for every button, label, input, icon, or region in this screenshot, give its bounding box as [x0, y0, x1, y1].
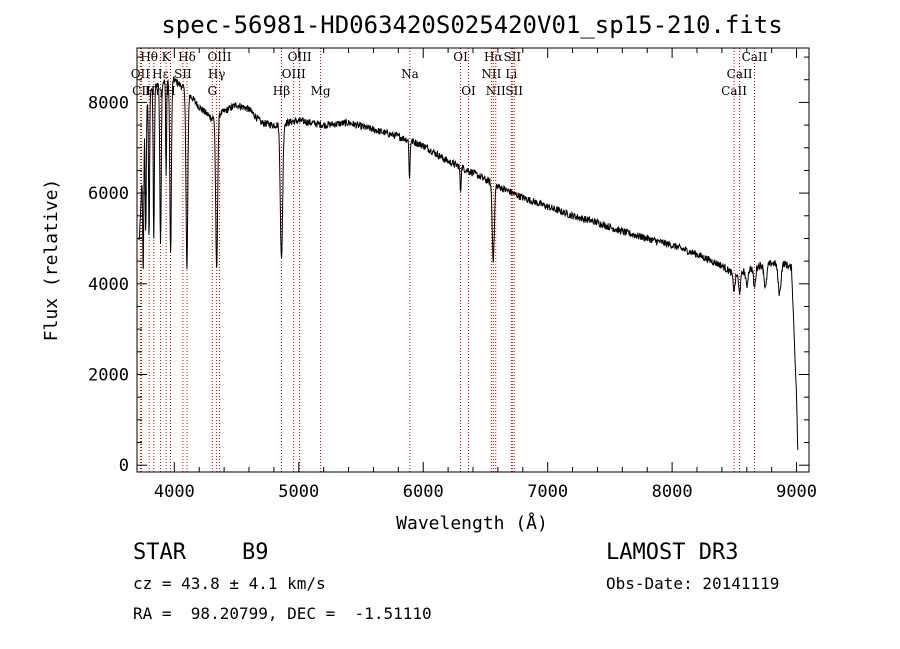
line-marker-label: Hβ — [273, 84, 290, 98]
x-tick-label: 8000 — [652, 482, 693, 502]
line-marker-label: Hη — [145, 84, 163, 98]
line-marker-label: K — [162, 50, 172, 64]
redshift-readout: cz = 43.8 ± 4.1 km/s — [133, 574, 326, 593]
line-marker-label: Hγ — [208, 67, 226, 81]
line-marker-label: Hθ — [140, 50, 158, 64]
line-marker-label: OIII — [207, 50, 231, 64]
x-tick-label: 4000 — [154, 482, 195, 502]
line-marker-label: Mg — [311, 84, 331, 98]
line-marker-label: NII — [486, 84, 506, 98]
y-tick-label: 4000 — [88, 275, 129, 295]
x-axis-label: Wavelength (Å) — [396, 512, 548, 534]
line-marker-label: Hα — [484, 50, 503, 64]
spectrum-line — [138, 76, 799, 451]
line-marker-label: Hε — [152, 67, 169, 81]
x-tick-label: 6000 — [403, 482, 444, 502]
line-marker-label: G — [207, 84, 217, 98]
line-marker-label: SII — [503, 50, 521, 64]
line-marker-label: Na — [401, 67, 419, 81]
obs-date: Obs-Date: 20141119 — [606, 574, 779, 593]
subclass: B9 — [242, 540, 269, 565]
line-marker-label: OII — [131, 67, 151, 81]
line-marker-label: CaII — [742, 50, 768, 64]
y-tick-label: 6000 — [88, 184, 129, 204]
line-marker-label: Hδ — [178, 50, 196, 64]
y-tick-label: 8000 — [88, 93, 129, 113]
line-marker-label: OI — [461, 84, 476, 98]
line-marker-label: H — [165, 84, 175, 98]
line-marker-label: CaII — [721, 84, 747, 98]
x-tick-label: 5000 — [278, 482, 319, 502]
x-tick-label: 7000 — [527, 482, 568, 502]
survey-name: LAMOST DR3 — [606, 540, 738, 565]
y-axis: 0 2000 4000 6000 8000 — [88, 56, 809, 476]
line-marker-label: NII — [481, 67, 501, 81]
line-marker-label: OI — [453, 50, 468, 64]
line-marker-label: CaII — [727, 67, 753, 81]
line-marker-label: SII — [505, 84, 523, 98]
coordinates: RA = 98.20799, DEC = -1.51110 — [133, 604, 432, 623]
chart-title: spec-56981-HD063420S025420V01_sp15-210.f… — [161, 11, 782, 39]
object-type: STAR — [133, 540, 187, 565]
line-marker-label: SII — [174, 67, 192, 81]
y-tick-label: 2000 — [88, 366, 129, 386]
y-tick-label: 0 — [119, 456, 129, 476]
line-marker-label: OIII — [282, 67, 306, 81]
line-marker-label: OIII — [288, 50, 312, 64]
x-axis: 4000 5000 6000 7000 8000 9000 — [154, 48, 817, 502]
line-marker-label: Li — [505, 67, 517, 81]
y-axis-label: Flux (relative) — [41, 179, 62, 342]
x-tick-label: 9000 — [776, 482, 817, 502]
